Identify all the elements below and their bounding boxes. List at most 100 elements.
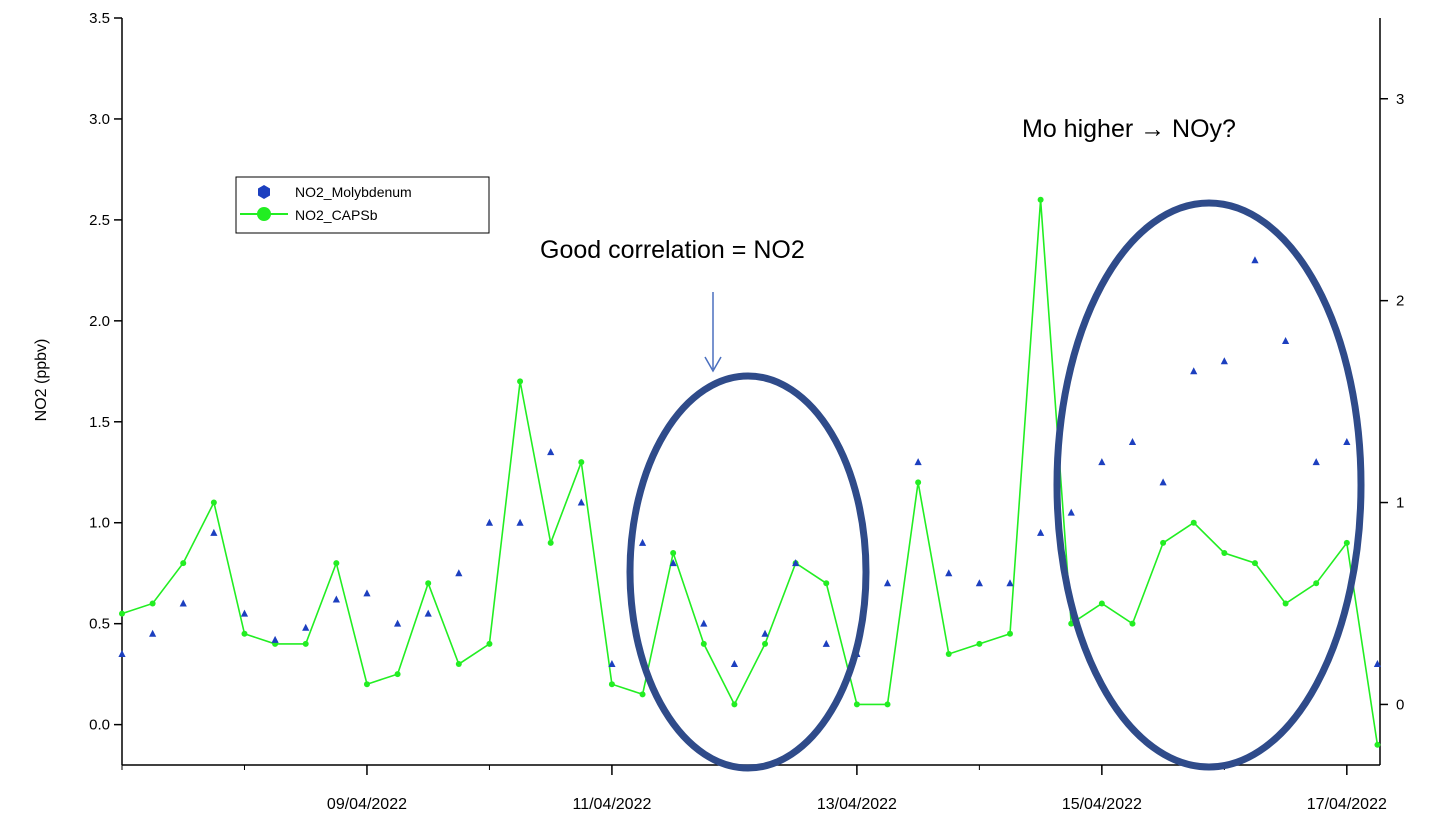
molybdenum-point xyxy=(945,569,953,577)
caps-point xyxy=(210,499,217,506)
y-axis-title: NO2 (ppbv) xyxy=(33,339,50,422)
x-tick-label: 17/04/2022 xyxy=(1307,796,1387,813)
left-tick-label: 2.5 xyxy=(89,212,110,229)
caps-point xyxy=(1282,600,1289,607)
caps-point xyxy=(762,640,769,647)
caps-point xyxy=(394,671,401,678)
left-tick-label: 3.0 xyxy=(89,111,110,128)
caps-point xyxy=(363,681,370,688)
molybdenum-point xyxy=(1373,660,1382,668)
caps-point xyxy=(915,479,922,486)
annotation-arrow-head xyxy=(704,356,722,373)
caps-point xyxy=(1343,539,1350,546)
molybdenum-point xyxy=(1343,437,1351,445)
molybdenum-point xyxy=(1128,437,1137,445)
caps-point xyxy=(425,580,432,587)
caps-point xyxy=(180,560,187,567)
right-ticks: 0 1 2 3 xyxy=(1380,91,1404,713)
molybdenum-point xyxy=(1281,337,1290,345)
molybdenum-point xyxy=(761,629,769,637)
molybdenum-point xyxy=(638,538,647,546)
molybdenum-point xyxy=(669,559,677,567)
caps-point xyxy=(731,701,738,708)
caps-point xyxy=(1098,600,1105,607)
caps-point xyxy=(1374,741,1381,748)
annotation-ellipse-good-correlation xyxy=(626,372,870,772)
left-tick-label: 1.0 xyxy=(89,515,110,532)
molybdenum-point xyxy=(1220,357,1228,365)
right-tick-label: 1 xyxy=(1396,495,1404,512)
left-tick-label: 3.5 xyxy=(89,10,110,27)
molybdenum-point xyxy=(424,609,432,617)
caps-point xyxy=(486,640,493,647)
caps-point xyxy=(241,630,248,637)
molybdenum-point xyxy=(1190,367,1198,375)
molybdenum-point xyxy=(792,559,800,567)
caps-point xyxy=(1313,580,1320,587)
molybdenum-point xyxy=(516,518,524,526)
molybdenum-point xyxy=(1251,256,1259,264)
right-tick-label: 2 xyxy=(1396,293,1404,310)
molybdenum-point xyxy=(883,579,892,587)
molybdenum-point xyxy=(485,518,494,526)
molybdenum-point xyxy=(271,635,279,643)
molybdenum-point xyxy=(547,448,555,456)
molybdenum-point xyxy=(577,498,585,506)
molybdenum-point xyxy=(608,660,616,668)
molybdenum-point xyxy=(1067,508,1075,516)
legend-marker-molybdenum xyxy=(258,185,270,199)
x-tick-label: 13/04/2022 xyxy=(817,796,897,813)
caps-point xyxy=(547,539,554,546)
annotation-good-correlation: Good correlation = NO2 xyxy=(540,236,805,264)
x-tick-label: 11/04/2022 xyxy=(572,796,651,813)
caps-point xyxy=(639,691,646,698)
left-tick-label: 1.5 xyxy=(89,414,110,431)
molybdenum-point xyxy=(1312,458,1320,466)
molybdenum-point xyxy=(730,660,739,668)
molybdenum-series-layer xyxy=(118,256,1382,668)
caps-point xyxy=(945,650,952,657)
caps-point xyxy=(333,560,340,567)
x-ticks: 09/04/2022 11/04/2022 13/04/2022 15/04/2022… xyxy=(121,765,1387,813)
caps-point xyxy=(578,459,585,466)
caps-point xyxy=(608,681,615,688)
caps-point xyxy=(149,600,156,607)
left-tick-label: 0.5 xyxy=(89,616,110,633)
molybdenum-point xyxy=(914,458,922,466)
legend-label-caps: NO2_CAPSb xyxy=(295,207,378,223)
caps-point xyxy=(1129,620,1136,627)
x-tick-label: 15/04/2022 xyxy=(1062,796,1142,813)
caps-point xyxy=(823,580,830,587)
caps-point xyxy=(976,640,983,647)
molybdenum-point xyxy=(1159,478,1167,486)
caps-point xyxy=(700,640,707,647)
caps-point xyxy=(1160,539,1167,546)
molybdenum-point xyxy=(302,623,310,631)
caps-point xyxy=(884,701,891,708)
left-tick-label: 0.0 xyxy=(89,717,110,734)
left-ticks: 0.0 0.5 1.0 1.5 2.0 2.5 3.0 3.5 xyxy=(89,10,122,734)
legend-label-molybdenum: NO2_Molybdenum xyxy=(295,184,412,200)
molybdenum-point xyxy=(700,619,708,627)
molybdenum-point xyxy=(363,589,371,597)
annotation-ellipse-mo-higher xyxy=(1053,199,1365,771)
caps-point xyxy=(517,378,524,385)
legend-marker-caps xyxy=(257,207,271,221)
caps-point xyxy=(455,661,462,668)
molybdenum-point xyxy=(118,649,126,657)
caps-point xyxy=(1007,630,1013,637)
caps-series-line xyxy=(121,199,1379,745)
molybdenum-point xyxy=(975,579,983,587)
x-tick-label: 09/04/2022 xyxy=(327,796,407,813)
molybdenum-point xyxy=(822,639,830,647)
caps-point xyxy=(1037,196,1044,203)
right-tick-label: 0 xyxy=(1396,696,1404,713)
molybdenum-point xyxy=(179,599,187,607)
molybdenum-point xyxy=(240,609,249,617)
annotation-mo-higher: Mo higher → NOy? xyxy=(1022,115,1236,143)
legend: NO2_Molybdenum NO2_CAPSb xyxy=(235,176,490,234)
left-tick-label: 2.0 xyxy=(89,313,110,330)
molybdenum-point xyxy=(455,569,463,577)
caps-point xyxy=(670,550,677,557)
